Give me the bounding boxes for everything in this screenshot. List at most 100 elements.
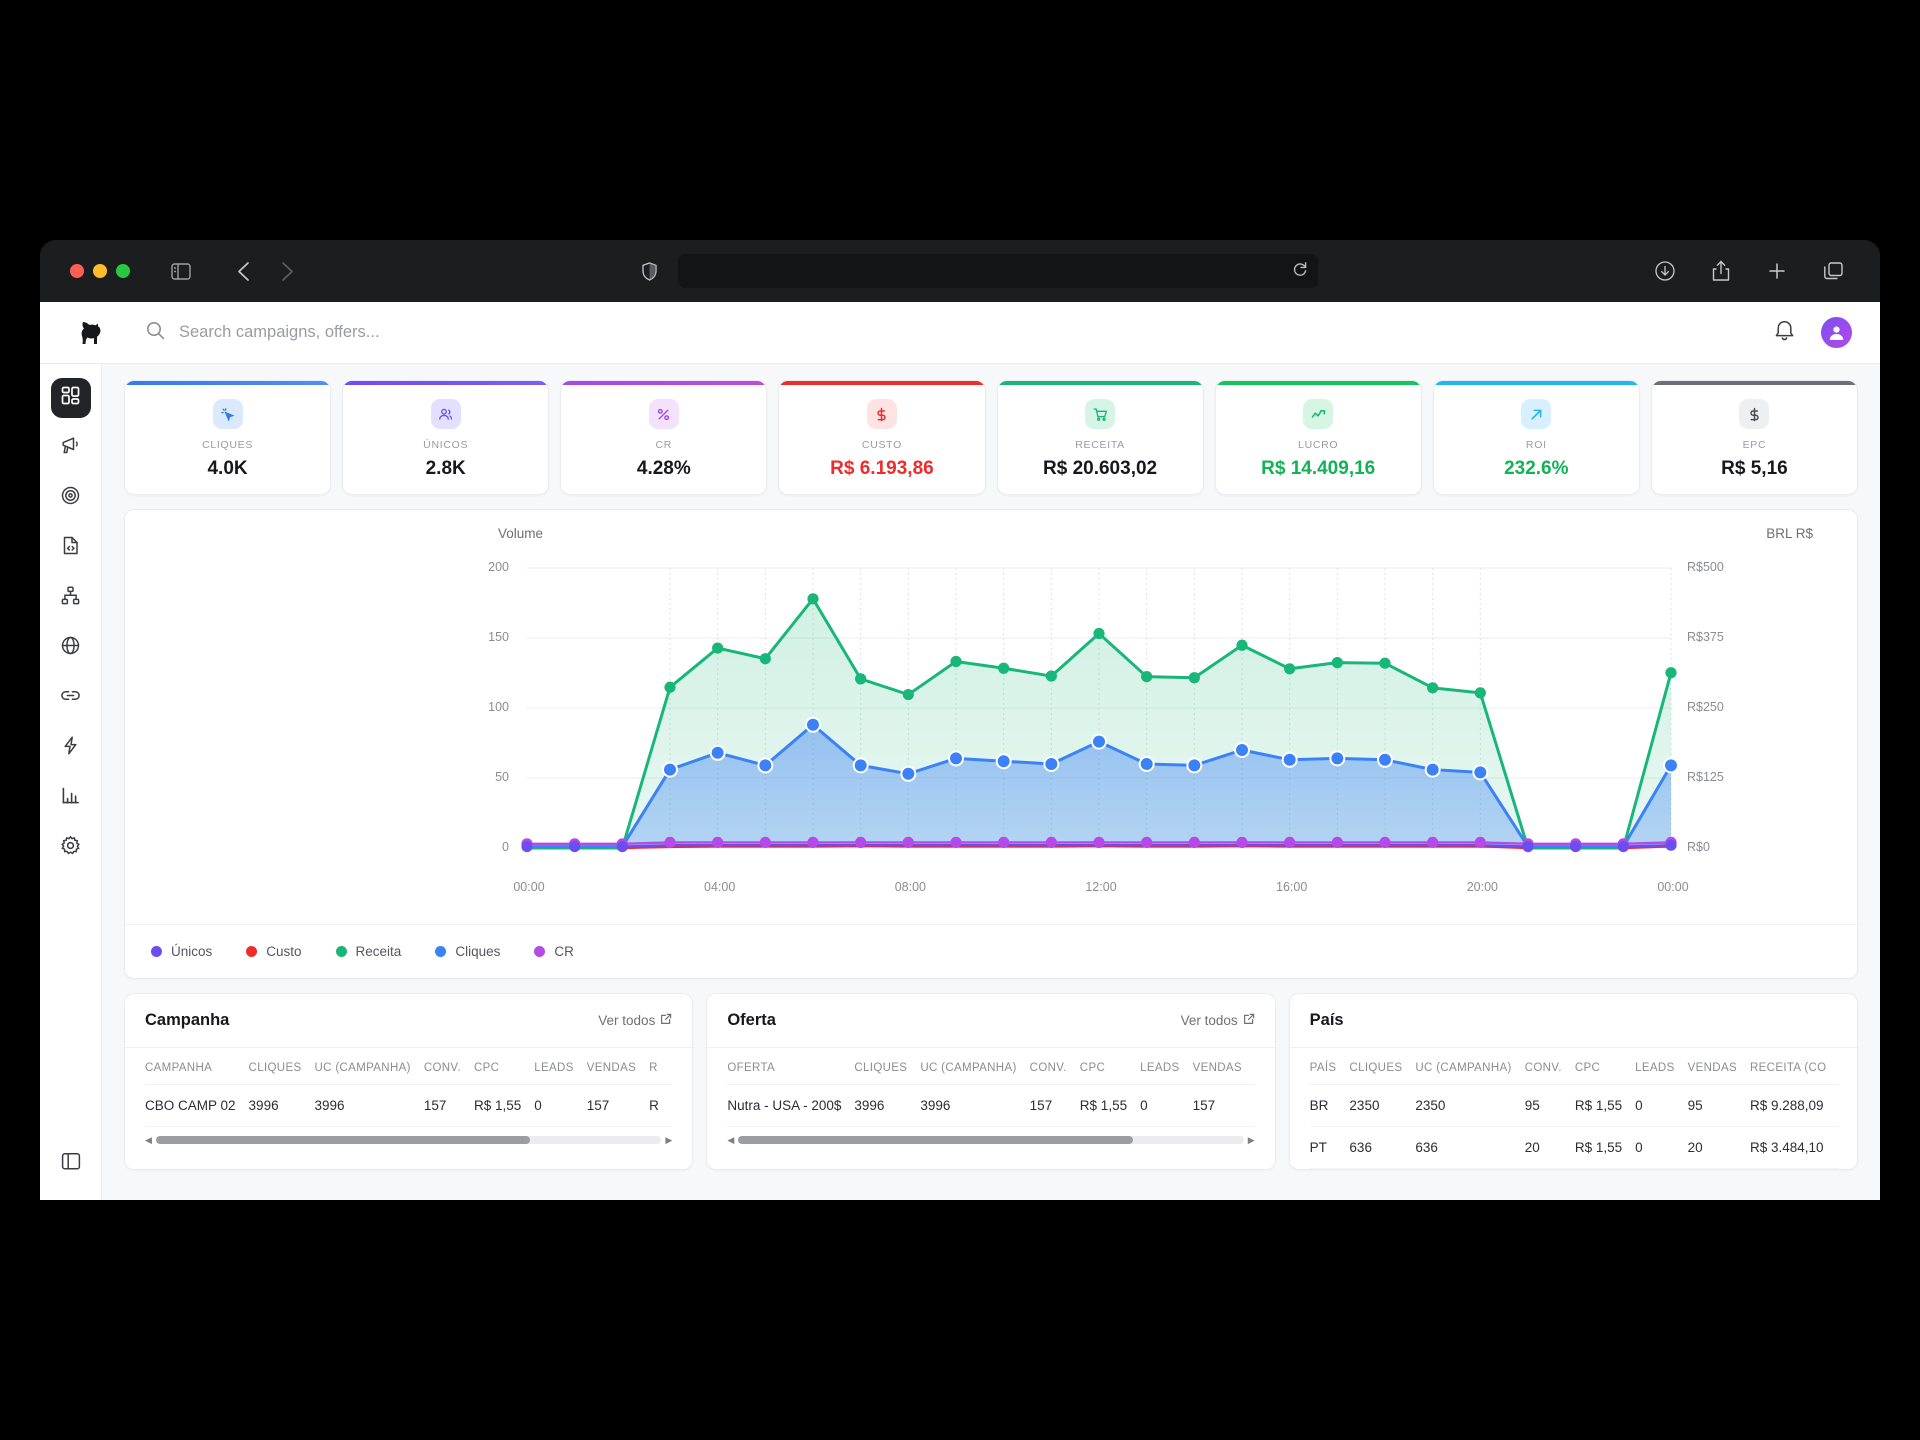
kpi-label: ROI bbox=[1525, 439, 1547, 451]
scrollbar-thumb[interactable] bbox=[738, 1136, 1133, 1144]
kpi-card-cliques[interactable]: CLIQUES 4.0K bbox=[124, 380, 332, 495]
performance-chart-card: Volume BRL R$ 0 50 100 150 200 R$0 R$125 R$250 R… bbox=[124, 509, 1858, 979]
close-button[interactable] bbox=[70, 264, 84, 278]
browser-window: Search campaigns, offers... bbox=[40, 240, 1880, 1200]
new-tab-icon[interactable] bbox=[1762, 256, 1792, 286]
back-icon[interactable] bbox=[228, 256, 258, 286]
sidebar-collapse-button[interactable] bbox=[51, 1144, 91, 1184]
legend-item-custo[interactable]: Custo bbox=[246, 944, 302, 959]
kpi-card-epc[interactable]: EPC R$ 5,16 bbox=[1650, 380, 1858, 495]
scroll-right-arrow[interactable]: ▶ bbox=[665, 1134, 673, 1145]
sidebar-item-settings[interactable] bbox=[51, 828, 91, 868]
scrollbar-track[interactable] bbox=[155, 1136, 662, 1144]
table-column-header[interactable]: CPC bbox=[1079, 1048, 1141, 1085]
table-column-header[interactable]: OFERTA bbox=[727, 1048, 855, 1085]
share-icon[interactable] bbox=[1706, 256, 1736, 286]
chart-y-tick: 0 bbox=[502, 840, 509, 854]
kpi-accent-bar bbox=[561, 381, 767, 385]
table-column-header[interactable]: CAMPANHA bbox=[145, 1048, 249, 1085]
sidebar-icon[interactable] bbox=[166, 256, 196, 286]
tab-overview-icon[interactable] bbox=[1818, 256, 1848, 286]
table-column-header[interactable]: CONV. bbox=[1029, 1048, 1080, 1085]
shield-icon[interactable] bbox=[634, 256, 664, 286]
navigation-arrows[interactable] bbox=[228, 256, 302, 286]
table-card-header: Campanha Ver todos bbox=[125, 994, 693, 1048]
sidebar-item-campaigns[interactable] bbox=[51, 428, 91, 468]
table-row[interactable]: CBO CAMP 02 3996 3996 157 R$ 1,55 0 157 R bbox=[145, 1084, 672, 1127]
sidebar-item-automations[interactable] bbox=[51, 728, 91, 768]
avatar[interactable] bbox=[1821, 317, 1852, 348]
view-all-link[interactable]: Ver todos bbox=[1181, 1013, 1255, 1028]
legend-item-cliques[interactable]: Cliques bbox=[435, 944, 500, 959]
legend-item-únicos[interactable]: Únicos bbox=[151, 944, 212, 959]
minimize-button[interactable] bbox=[93, 264, 107, 278]
table-row[interactable]: Nutra - USA - 200$ 3996 3996 157 R$ 1,55 0 157 bbox=[727, 1084, 1255, 1127]
legend-item-cr[interactable]: CR bbox=[534, 944, 574, 959]
legend-swatch bbox=[246, 946, 258, 957]
window-controls[interactable] bbox=[70, 264, 130, 278]
search-input[interactable]: Search campaigns, offers... bbox=[130, 321, 1758, 345]
table-column-header[interactable]: LEADS bbox=[1635, 1048, 1688, 1085]
chart-y-tick: 50 bbox=[495, 770, 509, 784]
table-cell: 0 bbox=[1635, 1084, 1688, 1127]
table-column-header[interactable]: CLIQUES bbox=[1349, 1048, 1416, 1085]
table-column-header[interactable]: CPC bbox=[1574, 1048, 1636, 1085]
table-column-header[interactable]: UC (CAMPANHA) bbox=[920, 1048, 1030, 1085]
table-column-header[interactable]: CONV. bbox=[423, 1048, 474, 1085]
bell-icon[interactable] bbox=[1774, 319, 1795, 346]
table-column-header[interactable]: CONV. bbox=[1524, 1048, 1575, 1085]
table-cell: 95 bbox=[1524, 1084, 1575, 1127]
table-cell: 2350 bbox=[1415, 1084, 1525, 1127]
table-column-header[interactable]: UC (CAMPANHA) bbox=[314, 1048, 424, 1085]
kpi-card-cr[interactable]: CR 4.28% bbox=[560, 380, 768, 495]
sidebar-item-links[interactable] bbox=[51, 678, 91, 718]
kpi-card-custo[interactable]: CUSTO R$ 6.193,86 bbox=[778, 380, 986, 495]
address-bar-region bbox=[316, 254, 1636, 288]
table-column-header[interactable]: UC (CAMPANHA) bbox=[1415, 1048, 1525, 1085]
table-column-header[interactable]: LEADS bbox=[1140, 1048, 1193, 1085]
table-column-header[interactable]: CPC bbox=[473, 1048, 535, 1085]
scrollbar-thumb[interactable] bbox=[155, 1136, 530, 1144]
table-title: Campanha bbox=[145, 1011, 230, 1029]
link-icon bbox=[60, 685, 81, 711]
table-row[interactable]: PT 636 636 20 R$ 1,55 0 20 R$ 3.484,10 bbox=[1309, 1126, 1840, 1169]
scroll-left-arrow[interactable]: ◀ bbox=[145, 1134, 152, 1145]
scrollbar-track[interactable] bbox=[738, 1136, 1244, 1144]
table-column-header[interactable]: RECEITA (CO bbox=[1750, 1048, 1840, 1085]
table-cell: 2350 bbox=[1349, 1084, 1416, 1127]
table-column-header[interactable]: CLIQUES bbox=[248, 1048, 315, 1085]
table-column-header[interactable]: CLIQUES bbox=[854, 1048, 921, 1085]
sidebar-item-landers[interactable] bbox=[51, 528, 91, 568]
horizontal-scrollbar[interactable]: ◀ ▶ bbox=[727, 1135, 1254, 1145]
table-card-header: Oferta Ver todos bbox=[707, 994, 1275, 1048]
view-all-link[interactable]: Ver todos bbox=[598, 1013, 672, 1028]
table-column-header[interactable]: R bbox=[649, 1048, 672, 1085]
sidebar-item-targets[interactable] bbox=[51, 478, 91, 518]
kpi-card-lucro[interactable]: LUCRO R$ 14.409,16 bbox=[1214, 380, 1422, 495]
kpi-card-nicos[interactable]: ÚNICOS 2.8K bbox=[342, 380, 550, 495]
reload-icon[interactable] bbox=[1292, 261, 1308, 282]
sidebar-item-domains[interactable] bbox=[51, 628, 91, 668]
kpi-card-roi[interactable]: ROI 232.6% bbox=[1432, 380, 1640, 495]
url-input[interactable] bbox=[678, 254, 1318, 288]
table-row[interactable]: BR 2350 2350 95 R$ 1,55 0 95 R$ 9.288,09 bbox=[1309, 1084, 1840, 1127]
table-column-header[interactable]: VENDAS bbox=[1192, 1048, 1255, 1085]
table-cell: 3996 bbox=[920, 1084, 1030, 1127]
table-column-header[interactable]: VENDAS bbox=[586, 1048, 650, 1085]
legend-item-receita[interactable]: Receita bbox=[335, 944, 401, 959]
table-column-header[interactable]: PAÍS bbox=[1309, 1048, 1350, 1085]
horizontal-scrollbar[interactable]: ◀ ▶ bbox=[145, 1135, 672, 1145]
table-column-header[interactable]: VENDAS bbox=[1687, 1048, 1750, 1085]
sidebar-item-dashboard[interactable] bbox=[50, 378, 91, 418]
table-cell: 0 bbox=[1140, 1084, 1193, 1127]
scroll-right-arrow[interactable]: ▶ bbox=[1247, 1134, 1255, 1145]
kpi-card-receita[interactable]: RECEITA R$ 20.603,02 bbox=[996, 380, 1204, 495]
download-icon[interactable] bbox=[1650, 256, 1680, 286]
table-cell: CBO CAMP 02 bbox=[145, 1084, 249, 1127]
dog-logo[interactable] bbox=[68, 319, 114, 347]
table-column-header[interactable]: LEADS bbox=[534, 1048, 587, 1085]
sidebar-item-reports[interactable] bbox=[51, 778, 91, 818]
scroll-left-arrow[interactable]: ◀ bbox=[727, 1134, 735, 1145]
sidebar-item-flows[interactable] bbox=[51, 578, 91, 618]
maximize-button[interactable] bbox=[116, 264, 130, 278]
